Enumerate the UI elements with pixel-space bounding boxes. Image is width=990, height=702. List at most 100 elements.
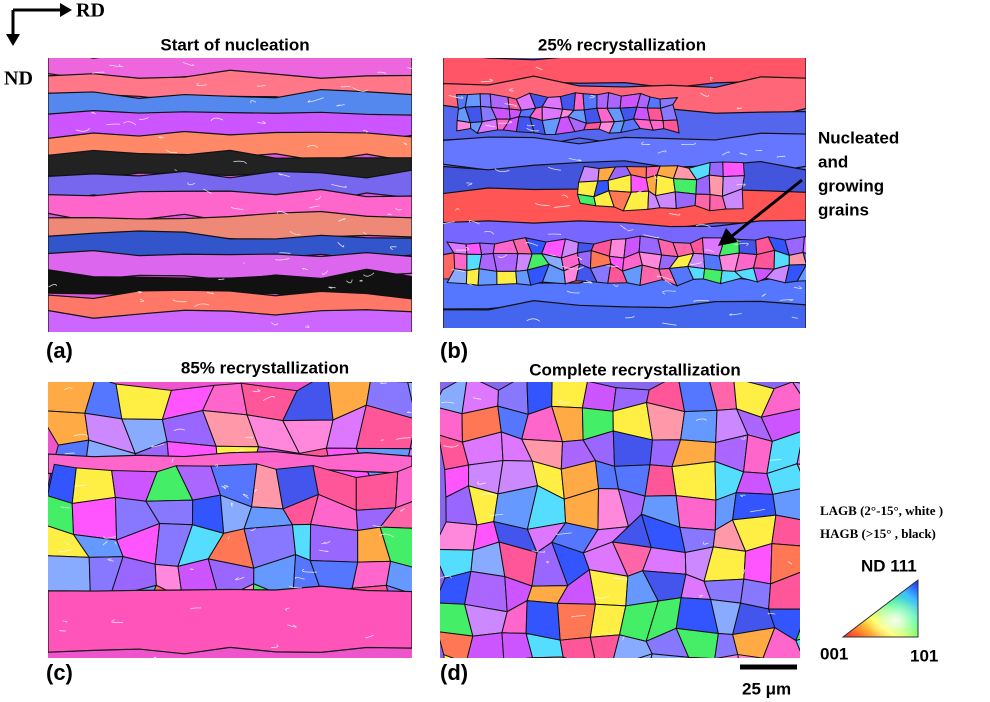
map-shape bbox=[740, 494, 746, 498]
map-shape bbox=[153, 656, 158, 658]
map-shape bbox=[498, 254, 508, 258]
legend-lagb: LAGB (2°-15°, white ) bbox=[820, 503, 943, 518]
map-shape bbox=[477, 481, 487, 485]
map-shape bbox=[662, 322, 677, 326]
map-shape bbox=[548, 166, 561, 171]
map-shape bbox=[702, 541, 709, 545]
grain bbox=[650, 653, 690, 658]
grain bbox=[440, 521, 478, 551]
map-shape bbox=[307, 97, 324, 103]
map-shape bbox=[171, 458, 174, 463]
grain bbox=[688, 656, 711, 658]
grain bbox=[644, 464, 677, 497]
map-shape bbox=[75, 128, 90, 132]
map-shape bbox=[102, 541, 108, 546]
map-shape bbox=[151, 443, 165, 448]
map-shape bbox=[58, 549, 72, 553]
grain bbox=[732, 626, 776, 658]
grain bbox=[556, 602, 597, 641]
grain bbox=[802, 236, 806, 254]
map-shape bbox=[194, 303, 210, 308]
map-shape bbox=[736, 107, 743, 110]
map-shape bbox=[485, 125, 495, 128]
grain bbox=[562, 656, 567, 658]
orientation-axes bbox=[6, 3, 72, 46]
map-shape bbox=[558, 399, 570, 404]
map-shape bbox=[323, 540, 331, 544]
map-shape bbox=[613, 284, 619, 287]
map-shape bbox=[589, 95, 595, 99]
grain bbox=[795, 638, 800, 652]
grain bbox=[525, 657, 534, 658]
grain bbox=[804, 570, 828, 609]
map-shape bbox=[214, 464, 218, 468]
grain bbox=[772, 488, 800, 521]
grain bbox=[737, 653, 764, 658]
map-shape bbox=[767, 612, 776, 615]
map-shape bbox=[451, 269, 465, 273]
map-shape bbox=[379, 533, 395, 538]
grain bbox=[589, 634, 621, 658]
map-shape bbox=[172, 299, 187, 303]
grain bbox=[395, 465, 412, 509]
map-shape bbox=[484, 231, 495, 235]
map-shape bbox=[489, 513, 504, 517]
map-shape bbox=[118, 64, 124, 68]
map-shape bbox=[64, 387, 73, 391]
map-shape bbox=[187, 182, 196, 186]
map-shape bbox=[695, 224, 711, 228]
ipf-right: 101 bbox=[910, 646, 938, 665]
map-shape bbox=[681, 142, 696, 146]
map-shape bbox=[252, 388, 261, 392]
grain bbox=[708, 174, 724, 197]
map-shape bbox=[74, 484, 88, 487]
grain bbox=[722, 161, 745, 178]
map-shape bbox=[625, 316, 635, 319]
annotation-arrow bbox=[718, 178, 803, 246]
map-shape bbox=[288, 585, 302, 589]
map-shape bbox=[620, 224, 627, 230]
map-shape bbox=[614, 577, 628, 580]
map-shape bbox=[689, 262, 702, 265]
map-shape bbox=[139, 117, 149, 120]
map-shape bbox=[653, 174, 659, 179]
map-shape bbox=[729, 313, 742, 316]
map-shape bbox=[380, 439, 385, 441]
map-shape bbox=[202, 188, 212, 194]
map-shape bbox=[622, 636, 625, 641]
grain bbox=[762, 626, 800, 658]
map-shape bbox=[230, 206, 244, 211]
annotation-line: and bbox=[818, 152, 848, 171]
map-shape bbox=[761, 293, 766, 297]
map-shape bbox=[443, 444, 459, 448]
map-shape bbox=[106, 123, 121, 126]
panel-title: Complete recrystallization bbox=[529, 360, 741, 379]
map-shape bbox=[250, 100, 257, 104]
grain bbox=[796, 446, 800, 465]
map-shape bbox=[158, 136, 164, 139]
map-shape bbox=[467, 283, 473, 286]
map-shape bbox=[400, 508, 405, 512]
map-shape bbox=[466, 182, 473, 186]
map-shape bbox=[739, 152, 748, 156]
grain bbox=[115, 383, 173, 421]
map-d bbox=[440, 382, 828, 658]
map-shape bbox=[509, 88, 514, 92]
map-shape bbox=[111, 619, 124, 623]
grain bbox=[738, 238, 758, 256]
map-shape bbox=[221, 485, 226, 489]
map-shape bbox=[448, 95, 464, 99]
grain bbox=[532, 656, 564, 658]
map-shape bbox=[322, 270, 329, 275]
map-shape bbox=[793, 285, 802, 289]
grain bbox=[465, 268, 480, 286]
map-shape bbox=[359, 279, 364, 282]
map-shape bbox=[787, 561, 793, 565]
map-shape bbox=[302, 568, 317, 573]
map-shape bbox=[441, 401, 455, 404]
map-shape bbox=[705, 249, 715, 253]
map-shape bbox=[585, 280, 593, 284]
map-shape bbox=[222, 484, 229, 488]
map-shape bbox=[721, 151, 730, 156]
map-shape bbox=[114, 541, 117, 545]
